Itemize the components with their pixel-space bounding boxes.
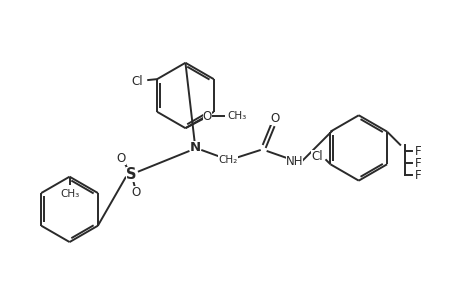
Text: O: O xyxy=(116,152,126,165)
Text: CH₃: CH₃ xyxy=(227,111,246,121)
Text: Cl: Cl xyxy=(311,150,322,163)
Text: N: N xyxy=(190,141,201,154)
Text: S: S xyxy=(126,167,136,182)
Text: CH₃: CH₃ xyxy=(60,189,79,198)
Text: F: F xyxy=(415,169,421,182)
Text: O: O xyxy=(203,110,212,123)
Text: F: F xyxy=(415,145,421,158)
Text: O: O xyxy=(270,112,279,125)
Text: F: F xyxy=(415,157,421,170)
Text: Cl: Cl xyxy=(132,75,143,88)
Text: CH₂: CH₂ xyxy=(219,155,237,165)
Text: NH: NH xyxy=(286,155,303,168)
Text: O: O xyxy=(131,186,140,199)
